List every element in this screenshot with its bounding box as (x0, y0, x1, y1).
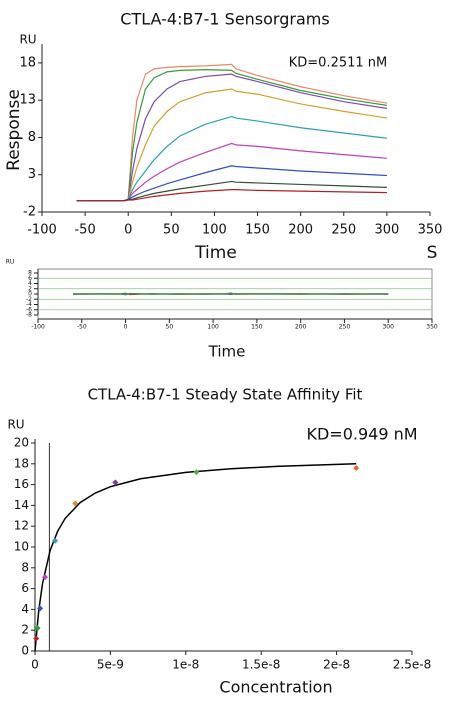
x-tick-label: 2.5e-8 (393, 658, 431, 672)
chart-title: CTLA-4:B7-1 Sensorgrams (120, 10, 329, 29)
data-point (34, 625, 41, 632)
y-tick-label: 16 (14, 477, 29, 491)
y-tick-label: 6 (21, 581, 29, 595)
sensorgram-line (76, 180, 387, 202)
y-tick-label: 14 (14, 498, 29, 512)
sensorgram-line (76, 88, 387, 202)
y-tick-label: 0 (28, 291, 32, 298)
sensorgram-line (76, 142, 387, 202)
x-tick-label: 0 (124, 324, 128, 331)
y-tick-label: -4 (26, 301, 32, 308)
sensorgram-line (76, 73, 387, 202)
y-tick-label: 3 (28, 167, 36, 182)
y-tick-label: 18 (19, 55, 36, 70)
x-axis-label: Time (194, 243, 237, 263)
y-tick-label: 4 (21, 602, 29, 616)
y-tick-label: -2 (23, 205, 36, 220)
x-tick-label: 5e-9 (97, 658, 124, 672)
y-axis-label: Response (4, 89, 24, 171)
sensorgram-line (76, 115, 387, 202)
x-tick-label: 2e-8 (323, 658, 350, 672)
x-axis-label: Time (208, 343, 246, 361)
data-point (193, 469, 200, 476)
sensorgram-line (76, 69, 387, 202)
y-tick-label: -6 (26, 306, 32, 313)
sensorgram-line (73, 292, 389, 295)
y-tick-label: 8 (28, 130, 36, 145)
y-tick-label: 20 (14, 436, 29, 450)
x-tick-label: -100 (31, 324, 45, 331)
x-tick-label: 300 (374, 223, 399, 238)
y-tick-label: 4 (28, 280, 32, 287)
sensorgram-line (76, 165, 387, 202)
y-tick-label: 6 (28, 275, 32, 282)
x-tick-label: 300 (382, 324, 394, 331)
x-unit: S (427, 243, 438, 263)
y-unit: RU (19, 33, 36, 47)
y-tick-label: 2 (28, 285, 32, 292)
x-tick-label: 200 (295, 324, 307, 331)
x-tick-label: 50 (166, 324, 174, 331)
data-point (112, 479, 119, 486)
chart-title: CTLA-4:B7-1 Steady State Affinity Fit (88, 386, 363, 404)
y-tick-label: 8 (21, 560, 29, 574)
fit-curve (34, 463, 357, 652)
x-tick-label: 350 (426, 324, 438, 331)
y-tick-label: -8 (26, 312, 32, 319)
y-tick-label: 8 (28, 270, 32, 277)
data-point (52, 537, 59, 544)
x-tick-label: 1e-8 (172, 658, 199, 672)
y-tick-label: 13 (19, 93, 36, 108)
x-tick-label: 0 (31, 658, 39, 672)
y-tick-label: 18 (14, 456, 29, 470)
data-point (33, 635, 40, 642)
sensorgram-line (76, 63, 387, 202)
x-tick-label: 100 (207, 324, 219, 331)
x-tick-label: -50 (74, 223, 95, 238)
x-tick-label: 250 (339, 324, 351, 331)
data-point (42, 574, 49, 581)
y-tick-label: -2 (26, 296, 32, 303)
y-tick-label: 10 (14, 540, 29, 554)
y-unit: RU (6, 259, 15, 266)
x-tick-label: 150 (245, 223, 270, 238)
sensorgram-line (76, 189, 387, 202)
x-tick-label: 100 (202, 223, 227, 238)
annotation: KD=0.949 nM (306, 425, 417, 444)
x-axis-label: Concentration (219, 678, 332, 697)
x-tick-label: 200 (288, 223, 313, 238)
data-point (72, 500, 79, 507)
y-tick-label: 0 (21, 644, 29, 658)
x-tick-label: 250 (331, 223, 356, 238)
x-tick-label: -50 (77, 324, 87, 331)
x-tick-label: 150 (251, 324, 263, 331)
x-tick-label: 0 (124, 223, 132, 238)
x-tick-label: -100 (27, 223, 57, 238)
y-tick-label: 2 (21, 623, 29, 637)
data-point (37, 605, 44, 612)
y-tick-label: 12 (14, 519, 29, 533)
x-tick-label: 350 (418, 223, 443, 238)
data-point (353, 464, 360, 471)
x-tick-label: 50 (163, 223, 180, 238)
x-tick-label: 1.5e-8 (242, 658, 280, 672)
y-unit: RU (7, 418, 24, 432)
annotation: KD=0.2511 nM (289, 56, 388, 71)
